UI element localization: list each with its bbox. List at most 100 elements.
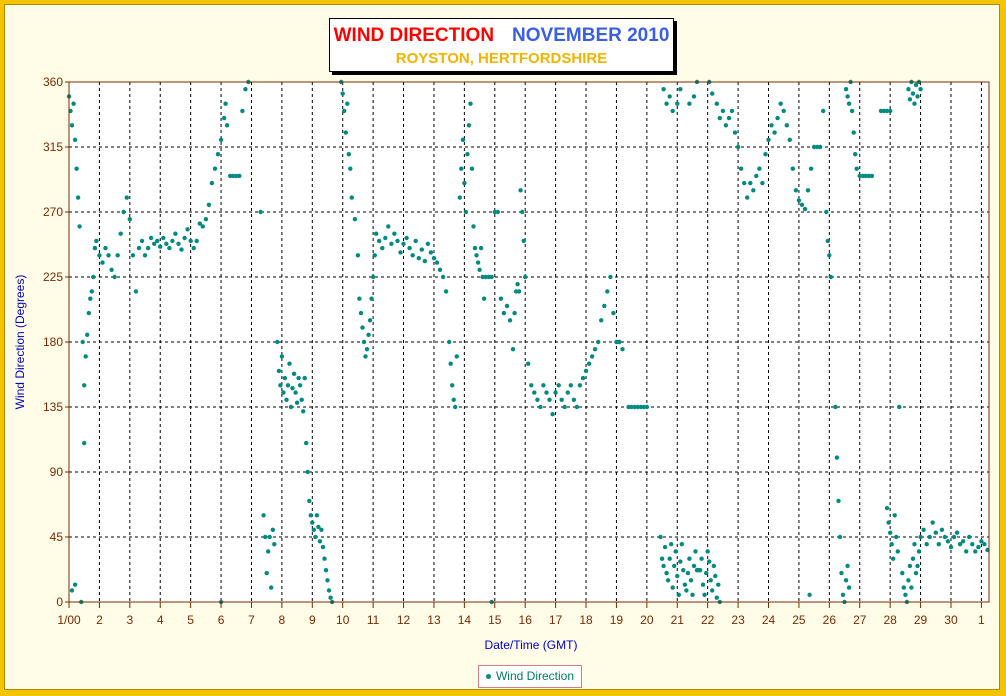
data-point [133, 289, 139, 294]
data-point [69, 123, 75, 128]
x-tick-label: 2 [96, 613, 103, 627]
data-point [176, 241, 181, 246]
data-point [910, 91, 916, 96]
data-point [550, 412, 555, 417]
data-point [714, 101, 719, 106]
data-point [720, 108, 726, 114]
data-point [781, 108, 786, 114]
data-point [468, 101, 473, 106]
data-point [74, 166, 79, 171]
data-point [670, 585, 675, 590]
data-point [267, 534, 272, 540]
data-point [97, 253, 102, 258]
data-point [462, 180, 467, 186]
data-point [266, 549, 271, 554]
data-point [930, 520, 935, 525]
data-point [892, 513, 897, 518]
x-tick-label: 6 [218, 613, 225, 627]
data-point [194, 238, 199, 244]
data-point [682, 582, 688, 587]
data-point [142, 253, 148, 258]
x-axis-label: Date/Time (GMT) [485, 638, 578, 652]
y-tick-label: 360 [43, 75, 63, 89]
data-point [460, 137, 466, 142]
data-point [200, 224, 205, 229]
x-tick-label: 24 [762, 613, 776, 627]
data-point [690, 592, 695, 597]
data-point [538, 404, 543, 410]
data-point [457, 195, 462, 200]
data-point [395, 238, 400, 244]
data-point [808, 166, 814, 171]
chart-month: NOVEMBER 2010 [512, 25, 670, 46]
data-point [290, 386, 295, 391]
data-point [323, 568, 329, 573]
data-point [521, 238, 526, 244]
data-point [294, 400, 300, 405]
data-point [284, 397, 289, 402]
x-tick-label: 11 [367, 613, 380, 627]
data-point [948, 544, 954, 550]
x-tick-label: 15 [488, 613, 502, 627]
data-point [687, 556, 692, 561]
data-point [366, 332, 371, 337]
data-point [516, 289, 522, 294]
x-tick-label: 14 [458, 613, 472, 627]
data-point [667, 94, 672, 99]
data-point [299, 397, 304, 402]
data-point [431, 256, 437, 261]
data-point [212, 166, 218, 171]
data-point [562, 404, 567, 410]
data-point [827, 253, 832, 258]
data-point [510, 347, 516, 352]
data-point [751, 188, 756, 193]
data-point [697, 568, 703, 573]
data-point [611, 310, 616, 316]
data-point [343, 130, 348, 135]
data-point [520, 209, 525, 215]
data-point [704, 570, 709, 576]
data-point [475, 260, 481, 265]
data-point [763, 152, 768, 157]
data-point [544, 390, 549, 395]
data-point [459, 166, 464, 171]
data-point [301, 409, 306, 414]
data-point [742, 180, 747, 186]
data-point [82, 383, 87, 388]
data-point [659, 556, 665, 561]
data-point [945, 539, 951, 544]
data-point [367, 318, 373, 323]
data-point [559, 397, 564, 402]
data-point [75, 195, 81, 200]
data-point [328, 595, 333, 600]
data-point [258, 209, 263, 215]
data-point [942, 534, 948, 540]
data-point [161, 235, 166, 241]
x-tick-label: 10 [336, 613, 350, 627]
data-point [857, 173, 862, 179]
x-tick-label: 17 [549, 613, 563, 627]
data-point [589, 354, 595, 359]
data-point [906, 578, 911, 583]
data-point [307, 498, 312, 504]
gridlines [69, 82, 989, 602]
data-point [261, 513, 266, 518]
data-point [304, 440, 309, 446]
data-point [760, 180, 765, 186]
data-point [906, 87, 911, 92]
data-points [66, 79, 990, 605]
data-point [361, 339, 367, 345]
data-point [383, 235, 388, 241]
y-tick-label: 0 [56, 595, 63, 609]
data-point [275, 339, 280, 345]
data-point [913, 570, 919, 576]
data-point [136, 245, 142, 251]
data-point [884, 108, 890, 114]
data-point [451, 397, 456, 402]
data-point [691, 94, 697, 99]
data-point [326, 588, 332, 593]
data-point [363, 354, 368, 359]
data-point [924, 542, 929, 547]
data-point [802, 206, 808, 212]
